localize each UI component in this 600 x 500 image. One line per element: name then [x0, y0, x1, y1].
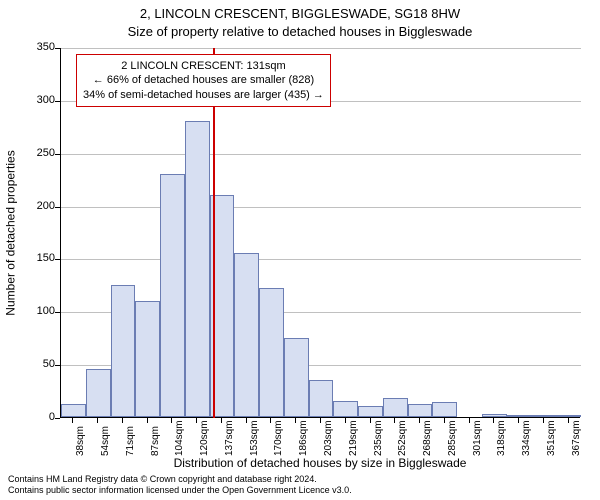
- x-tick-label: 137sqm: [224, 416, 235, 456]
- histogram-bar: [309, 380, 334, 417]
- x-tick-mark: [444, 418, 445, 423]
- histogram-bar: [86, 369, 111, 417]
- chart-title-line2: Size of property relative to detached ho…: [0, 24, 600, 39]
- histogram-bar: [185, 121, 210, 417]
- y-tick-mark: [55, 259, 60, 260]
- chart-container: 2, LINCOLN CRESCENT, BIGGLESWADE, SG18 8…: [0, 0, 600, 500]
- y-tick-label: 0: [25, 411, 55, 423]
- x-tick-mark: [246, 418, 247, 423]
- y-tick-label: 100: [25, 305, 55, 317]
- histogram-bar: [160, 174, 185, 417]
- histogram-bar: [383, 398, 408, 417]
- y-tick-label: 50: [25, 358, 55, 370]
- x-tick-label: 203sqm: [323, 416, 334, 456]
- x-tick-mark: [147, 418, 148, 423]
- x-tick-mark: [469, 418, 470, 423]
- annotation-line: ← 66% of detached houses are smaller (82…: [83, 73, 324, 87]
- x-tick-label: 87sqm: [150, 416, 161, 456]
- x-tick-label: 301sqm: [472, 416, 483, 456]
- annotation-line: 34% of semi-detached houses are larger (…: [83, 88, 324, 102]
- x-tick-mark: [196, 418, 197, 423]
- y-tick-mark: [55, 207, 60, 208]
- x-tick-mark: [370, 418, 371, 423]
- x-tick-mark: [320, 418, 321, 423]
- y-tick-mark: [55, 101, 60, 102]
- x-tick-mark: [270, 418, 271, 423]
- x-tick-mark: [345, 418, 346, 423]
- x-tick-label: 186sqm: [298, 416, 309, 456]
- x-tick-label: 54sqm: [100, 416, 111, 456]
- x-tick-label: 268sqm: [422, 416, 433, 456]
- x-tick-label: 219sqm: [348, 416, 359, 456]
- gridline: [61, 154, 581, 155]
- footer-attribution: Contains HM Land Registry data © Crown c…: [8, 474, 352, 496]
- x-tick-label: 71sqm: [125, 416, 136, 456]
- x-tick-mark: [221, 418, 222, 423]
- x-tick-mark: [97, 418, 98, 423]
- x-tick-label: 285sqm: [447, 416, 458, 456]
- x-tick-mark: [568, 418, 569, 423]
- y-tick-mark: [55, 154, 60, 155]
- x-tick-mark: [295, 418, 296, 423]
- x-tick-label: 367sqm: [571, 416, 582, 456]
- x-tick-mark: [518, 418, 519, 423]
- x-tick-label: 318sqm: [496, 416, 507, 456]
- x-tick-label: 120sqm: [199, 416, 210, 456]
- annotation-box: 2 LINCOLN CRESCENT: 131sqm← 66% of detac…: [76, 54, 331, 107]
- x-tick-label: 170sqm: [273, 416, 284, 456]
- x-tick-label: 104sqm: [174, 416, 185, 456]
- y-tick-mark: [55, 48, 60, 49]
- x-tick-mark: [394, 418, 395, 423]
- gridline: [61, 207, 581, 208]
- histogram-bar: [432, 402, 457, 417]
- x-tick-mark: [543, 418, 544, 423]
- x-tick-mark: [419, 418, 420, 423]
- y-tick-mark: [55, 418, 60, 419]
- x-tick-label: 38sqm: [75, 416, 86, 456]
- annotation-line: 2 LINCOLN CRESCENT: 131sqm: [83, 59, 324, 73]
- y-tick-mark: [55, 312, 60, 313]
- histogram-bar: [234, 253, 259, 417]
- histogram-bar: [333, 401, 358, 417]
- y-tick-label: 300: [25, 94, 55, 106]
- y-tick-label: 150: [25, 252, 55, 264]
- y-tick-label: 250: [25, 147, 55, 159]
- histogram-bar: [284, 338, 309, 417]
- chart-title-line1: 2, LINCOLN CRESCENT, BIGGLESWADE, SG18 8…: [0, 6, 600, 21]
- x-tick-mark: [493, 418, 494, 423]
- x-tick-mark: [171, 418, 172, 423]
- histogram-bar: [135, 301, 160, 417]
- x-tick-label: 235sqm: [373, 416, 384, 456]
- y-tick-mark: [55, 365, 60, 366]
- y-tick-label: 350: [25, 41, 55, 53]
- y-tick-label: 200: [25, 200, 55, 212]
- plot-area: 2 LINCOLN CRESCENT: 131sqm← 66% of detac…: [60, 48, 580, 418]
- x-tick-label: 334sqm: [521, 416, 532, 456]
- x-tick-label: 351sqm: [546, 416, 557, 456]
- x-axis-label: Distribution of detached houses by size …: [60, 456, 580, 470]
- x-tick-label: 153sqm: [249, 416, 260, 456]
- histogram-bar: [259, 288, 284, 417]
- gridline: [61, 48, 581, 49]
- gridline: [61, 259, 581, 260]
- x-tick-mark: [122, 418, 123, 423]
- histogram-bar: [111, 285, 136, 417]
- x-tick-label: 252sqm: [397, 416, 408, 456]
- y-axis-label: Number of detached properties: [2, 48, 20, 418]
- x-tick-mark: [72, 418, 73, 423]
